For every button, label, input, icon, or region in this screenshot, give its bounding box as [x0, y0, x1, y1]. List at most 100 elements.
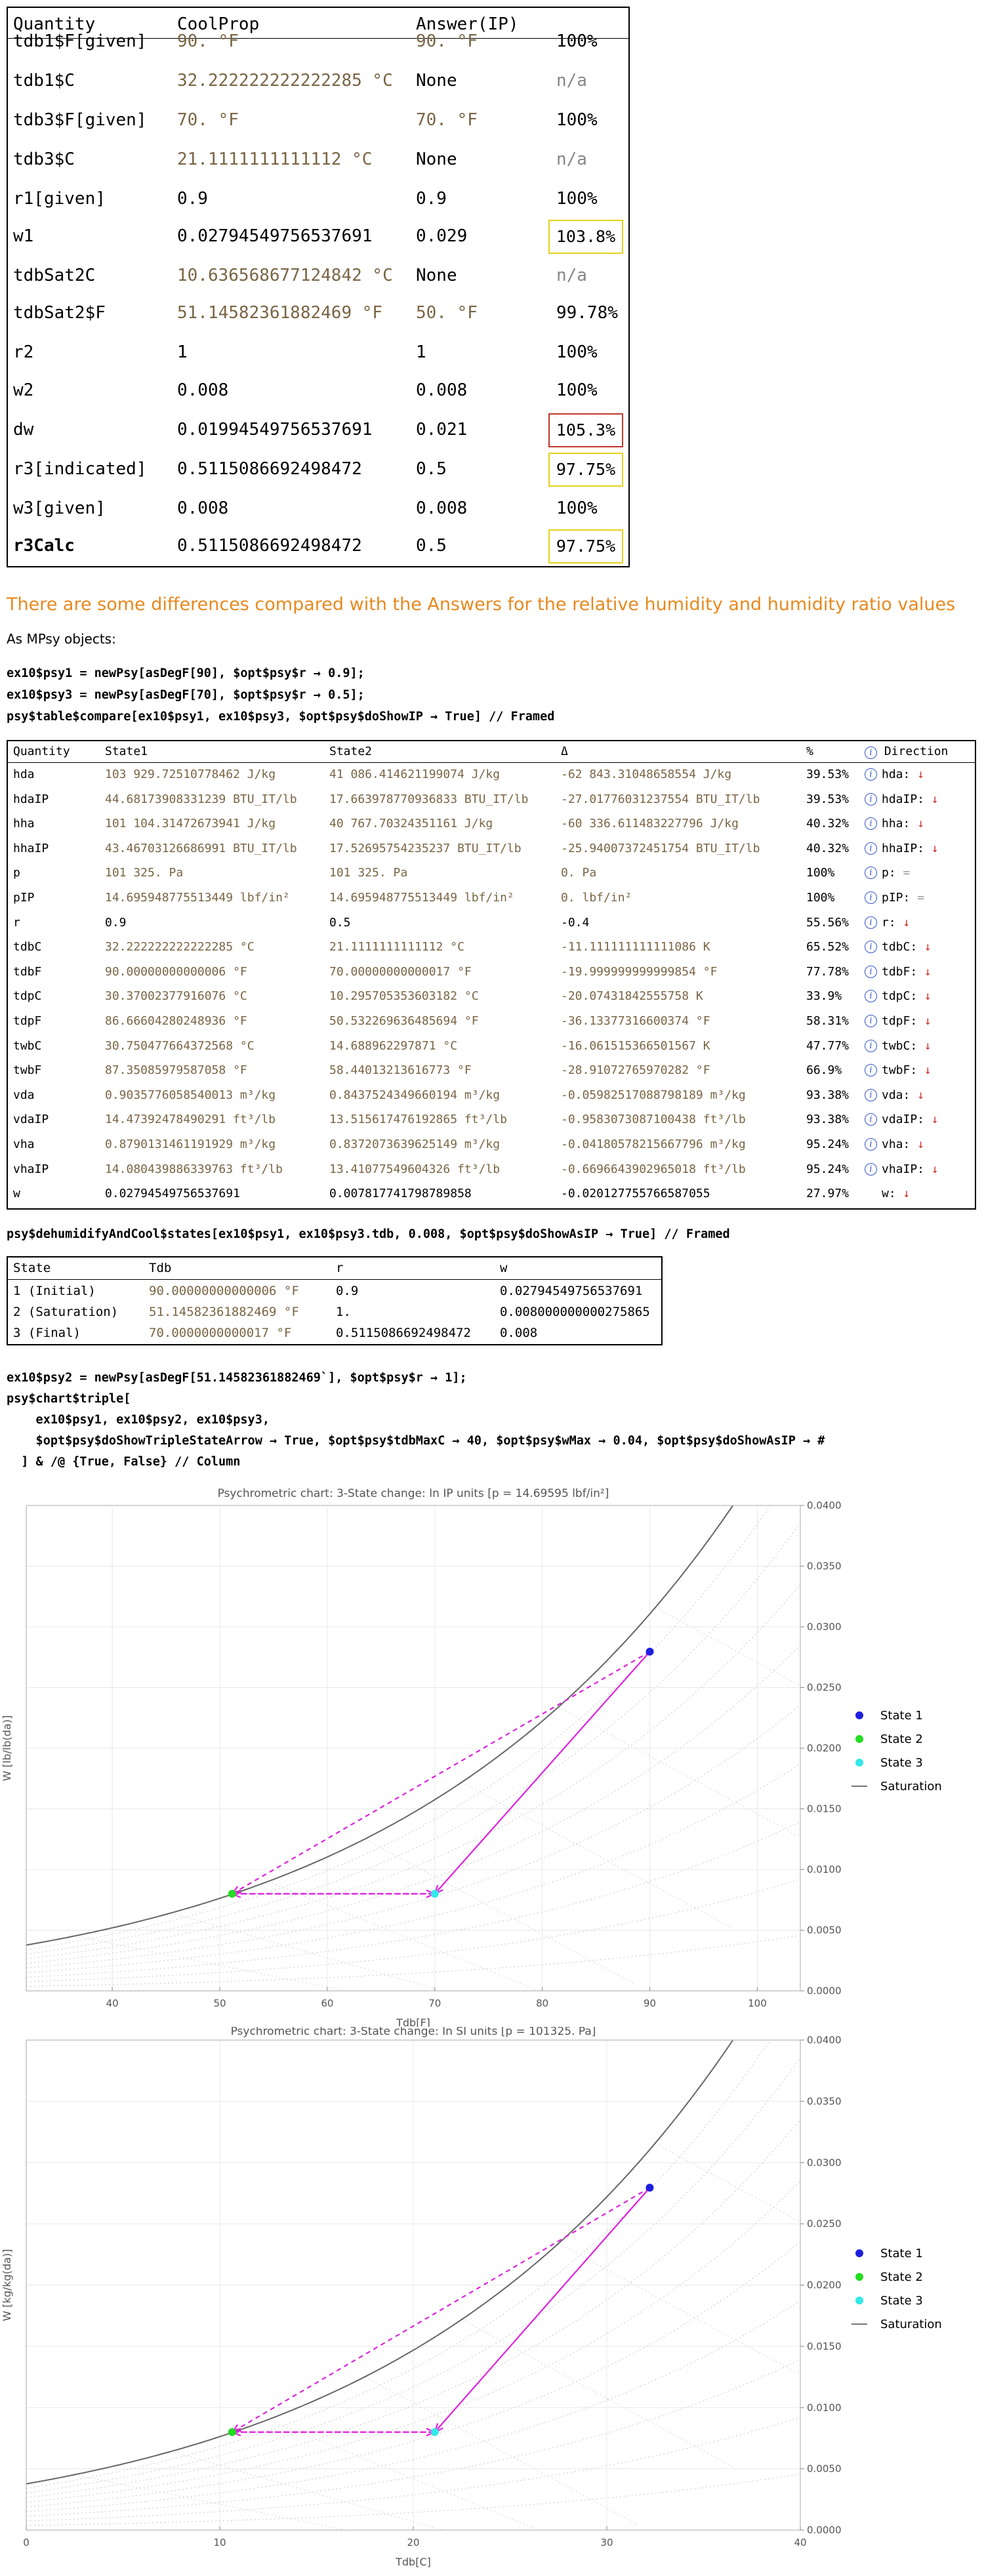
direction-label: twbF:: [882, 1063, 918, 1078]
direction-label: vhaIP:: [882, 1162, 925, 1176]
direction-cell: w: ↓: [882, 1187, 910, 1200]
rh-curve: [26, 1934, 800, 1987]
info-icon[interactable]: i: [865, 792, 877, 806]
info-icon[interactable]: i: [865, 1015, 877, 1027]
rh-curve: [26, 2057, 800, 2494]
info-icon[interactable]: i: [865, 867, 877, 880]
wetbulb-line: [461, 2319, 733, 2467]
rh-curve: [26, 1505, 771, 1950]
info-icon[interactable]: i: [865, 1039, 877, 1052]
code-line: psy$dehumidifyAndCool$states[ex10$psy1, …: [7, 1227, 730, 1241]
info-icon[interactable]: i: [865, 965, 877, 978]
x-tick-label: 0: [23, 2537, 30, 2548]
quantity-cell: vha: [13, 1137, 35, 1151]
state-3-point: [430, 1890, 439, 1898]
direction-label: hdaIP:: [882, 792, 925, 806]
state2-cell: 41 086.414621199074 J/kg: [329, 767, 501, 781]
info-icon[interactable]: i: [865, 768, 877, 781]
state-2-point: [228, 1890, 236, 1898]
info-icon[interactable]: i: [865, 746, 877, 759]
info-icon[interactable]: i: [865, 1113, 877, 1126]
percent-cell: 95.24%: [806, 1137, 850, 1151]
quantity-cell: tdb1$F[given]: [13, 31, 147, 51]
differences-heading: There are some differences compared with…: [7, 594, 956, 615]
arrow-1-2: [232, 1650, 651, 1894]
direction-arrow: ↓: [917, 767, 925, 781]
direction-cell: p: =: [882, 866, 910, 880]
delta-cell: -0.9583073087100438 ft³/lb: [561, 1113, 746, 1127]
x-tick-label: 20: [407, 2537, 419, 2548]
info-icon[interactable]: i: [865, 891, 877, 904]
info-icon[interactable]: i: [865, 1088, 877, 1101]
delta-cell: -36.13377316600374 °F: [561, 1014, 710, 1028]
state2-cell: 58.44013213616773 °F: [329, 1063, 472, 1078]
state2-cell: 101 325. Pa: [329, 866, 408, 880]
quantity-cell: pIP: [13, 891, 35, 905]
states-table: State Tdb r w 1 (Initial) 90.000000000000…: [7, 1256, 663, 1345]
percent-cell: n/a: [556, 150, 587, 169]
state2-cell: 14.695948775513449 lbf/in²: [329, 891, 514, 905]
info-icon[interactable]: i: [865, 916, 877, 929]
state2-cell: 50.532269636485694 °F: [329, 1014, 479, 1028]
state2-cell: 17.52695754235237 BTU_IT/lb: [329, 841, 522, 855]
coolprop-cell: 1: [177, 342, 188, 362]
state1-cell: 14.080439886339763 ft³/lb: [105, 1162, 283, 1176]
quantity-cell: tdbSat2C: [13, 266, 96, 285]
state2-cell: 13.41077549604326 ft³/lb: [329, 1162, 501, 1176]
direction-label: hha:: [882, 817, 911, 831]
state-3-point: [430, 2428, 439, 2436]
info-icon[interactable]: i: [865, 1162, 877, 1176]
state1-cell: 0.9: [105, 915, 127, 930]
y-tick-label: 0.0000: [807, 1985, 842, 1997]
delta-cell: -62 843.31048658554 J/kg: [561, 767, 732, 781]
quantity-cell: dw: [13, 420, 34, 440]
state-cell: 1 (Initial): [13, 1284, 96, 1298]
coolprop-cell: 0.008: [177, 499, 229, 518]
state2-cell: 0.8437524349660194 m³/kg: [329, 1088, 501, 1102]
info-icon[interactable]: i: [865, 817, 877, 830]
direction-arrow: ↓: [917, 817, 925, 831]
legend-marker: [855, 1711, 863, 1719]
percent-cell: 40.32%: [806, 841, 850, 855]
y-tick-label: 0.0150: [807, 2341, 842, 2352]
direction-label: r:: [882, 915, 896, 930]
coolprop-cell: 51.14582361882469 °F: [177, 303, 383, 323]
wetbulb-line: [365, 1839, 636, 1985]
delta-cell: -16.061515366501567 K: [561, 1038, 710, 1053]
y-tick-label: 0.0150: [807, 1803, 842, 1815]
quantity-cell: tdpC: [13, 989, 42, 1004]
info-icon[interactable]: i: [865, 1138, 877, 1151]
wetbulb-line: [268, 2419, 539, 2530]
wetbulb-line: [655, 2142, 800, 2222]
header-tdb: Tdb: [149, 1261, 172, 1275]
percent-cell: 100%: [806, 866, 835, 880]
state2-cell: 0.007817741798789858: [329, 1187, 472, 1201]
state1-cell: 30.750477664372568 °C: [105, 1038, 255, 1053]
code-line: $opt$psy$doShowTripleStateArrow → True, …: [7, 1434, 825, 1448]
quantity-cell: vhaIP: [13, 1162, 49, 1176]
info-icon[interactable]: i: [865, 842, 877, 855]
percent-cell: n/a: [556, 71, 587, 91]
quantity-cell: r3[indicated]: [13, 459, 147, 479]
info-icon[interactable]: i: [865, 990, 877, 1003]
info-icon[interactable]: i: [865, 941, 877, 954]
direction-arrow: ↓: [931, 792, 939, 806]
rh-curve: [26, 1584, 800, 1959]
delta-cell: 0. lbf/in²: [561, 891, 632, 905]
direction-label: vda:: [882, 1088, 911, 1102]
direction-label: tdpC:: [882, 989, 918, 1004]
legend-marker: [855, 1759, 863, 1767]
state2-cell: 13.515617476192865 ft³/lb: [329, 1113, 507, 1127]
info-icon[interactable]: i: [865, 1064, 877, 1077]
percent-cell: 93.38%: [806, 1088, 850, 1102]
legend-label: State 2: [880, 2270, 923, 2284]
direction-cell: tdbC: ↓: [882, 940, 932, 954]
y-tick-label: 0.0200: [807, 2280, 842, 2291]
psychrometric-chart-si: Psychrometric chart: 3-State change: In …: [1, 2027, 942, 2568]
percent-cell: 65.52%: [806, 940, 850, 954]
direction-arrow: ↓: [931, 1113, 939, 1127]
legend-label: State 3: [880, 2294, 923, 2308]
state-1-point: [646, 1647, 654, 1656]
wetbulb-line: [74, 1935, 346, 1991]
y-tick-label: 0.0400: [807, 1500, 842, 1511]
